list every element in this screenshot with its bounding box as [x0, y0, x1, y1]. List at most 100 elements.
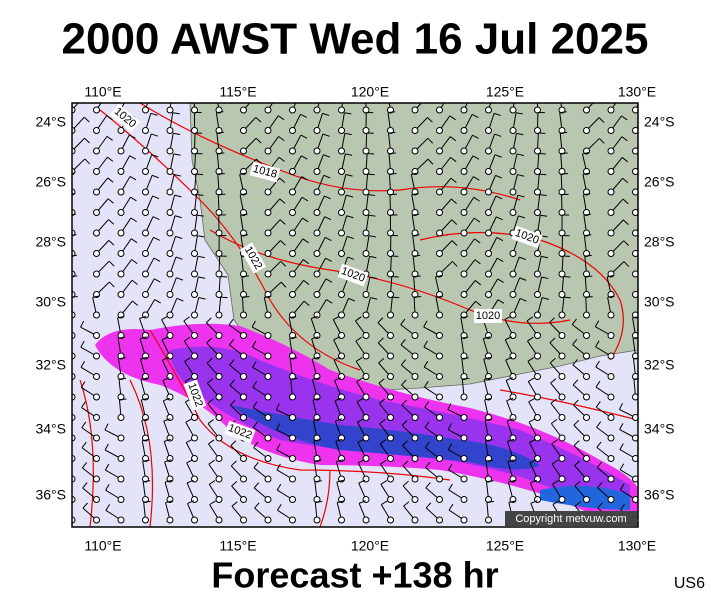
barb-station — [166, 209, 174, 216]
barb-flag — [280, 240, 286, 246]
barb-flag — [173, 153, 181, 156]
barb-flag — [573, 419, 580, 426]
barb-station — [215, 188, 223, 196]
barb-station — [583, 229, 590, 237]
barb-flag — [252, 381, 258, 388]
barb-flag — [435, 274, 443, 278]
barb-station — [142, 270, 149, 278]
barb-flag — [300, 134, 308, 139]
barb-flag — [183, 316, 190, 322]
barb-flag — [264, 295, 272, 298]
barb-station — [117, 352, 125, 360]
barb-station — [387, 168, 394, 175]
barb-flag — [475, 300, 482, 307]
barb-station — [215, 291, 223, 298]
barb-flag — [344, 132, 352, 136]
barb-flag — [208, 439, 215, 445]
barb-shaft — [72, 396, 73, 397]
barb-flag — [141, 418, 149, 421]
barb-station — [264, 250, 272, 257]
barb-flag — [551, 418, 558, 424]
barb-station — [215, 168, 223, 175]
barb-station — [93, 393, 100, 401]
barb-station — [411, 373, 419, 380]
barb-station — [632, 414, 638, 421]
barb-station — [583, 311, 590, 319]
barb-flag — [607, 295, 615, 298]
barb-flag — [311, 315, 318, 319]
barb-station — [485, 516, 492, 524]
barb-flag — [275, 403, 280, 410]
lat-label: 32°S — [644, 357, 675, 373]
barb-flag — [358, 479, 366, 484]
barb-flag — [172, 112, 180, 115]
barb-flag — [497, 299, 505, 304]
barb-flag — [207, 419, 214, 425]
barb-flag — [559, 111, 567, 114]
barb-station — [583, 270, 590, 278]
barb-flag — [621, 136, 628, 142]
lat-label: 34°S — [644, 421, 675, 437]
barb-flag — [207, 378, 213, 384]
barb-station — [387, 516, 394, 524]
barb-station — [485, 147, 492, 155]
barb-shaft — [72, 519, 73, 520]
barb-station — [362, 311, 370, 319]
barb-flag — [240, 234, 249, 237]
barb-flag — [387, 111, 396, 114]
barb-station — [338, 147, 345, 155]
barb-flag — [461, 357, 469, 360]
barb-flag — [117, 316, 125, 319]
barb-flag — [151, 133, 159, 137]
barb-station — [338, 127, 345, 134]
barb-station — [607, 147, 615, 155]
barb-flag — [367, 173, 375, 176]
barb-station — [166, 270, 174, 278]
barb-station — [460, 147, 468, 155]
barb-flag — [619, 443, 624, 450]
barb-flag — [484, 397, 492, 401]
barb-flag — [527, 357, 535, 362]
isobar-label-bg — [183, 379, 207, 411]
barb-shaft — [72, 478, 73, 479]
lat-label: 24°S — [644, 114, 675, 130]
barb-flag — [427, 137, 434, 144]
barb-flag — [335, 418, 343, 422]
barb-station — [534, 311, 541, 319]
barb-flag — [279, 177, 286, 183]
barb-station — [93, 332, 100, 339]
barb-flag — [541, 276, 549, 280]
barb-station — [215, 270, 223, 278]
barb-station — [436, 168, 443, 175]
barb-station — [191, 373, 198, 380]
barb-station — [362, 188, 370, 196]
barb-flag — [516, 153, 524, 156]
barb-flag — [425, 461, 431, 468]
barb-station — [583, 332, 590, 339]
barb-flag — [559, 91, 566, 92]
barb-station — [166, 516, 174, 524]
barb-flag — [251, 340, 257, 348]
barb-flag — [618, 402, 623, 410]
lat-label: 28°S — [35, 234, 66, 250]
barb-station — [93, 106, 100, 114]
barb-flag — [302, 259, 310, 265]
barb-flag — [104, 463, 110, 471]
barb-flag — [108, 260, 115, 267]
barb-flag — [388, 131, 396, 134]
barb-station — [558, 270, 566, 278]
lon-label: 120°E — [351, 538, 389, 554]
barb-station — [460, 516, 468, 524]
barb-flag — [451, 219, 458, 225]
barb-flag — [485, 439, 493, 442]
barb-flag — [370, 297, 378, 300]
barb-flag — [326, 299, 333, 304]
barb-station — [191, 455, 198, 462]
barb-station — [509, 270, 517, 278]
barb-flag — [412, 234, 420, 237]
barb-station — [460, 332, 468, 339]
barb-station — [558, 352, 566, 360]
barb-flag — [334, 397, 342, 402]
barb-flag — [197, 235, 205, 238]
lat-label: 32°S — [35, 357, 66, 373]
